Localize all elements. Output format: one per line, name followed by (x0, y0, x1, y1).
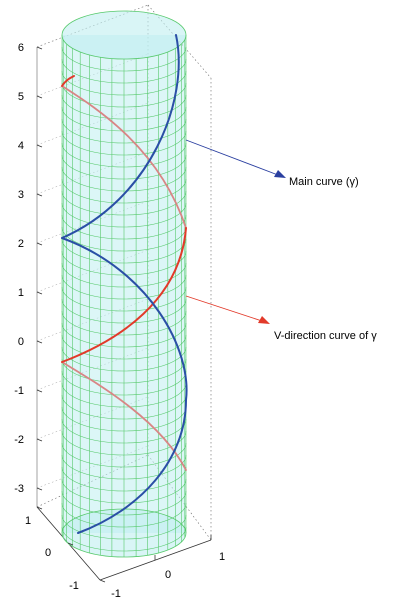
z-tick (36, 389, 43, 393)
main-curve-arrow-line (185, 139, 279, 176)
v-curve-arrowhead (258, 316, 270, 324)
z-tick-label: 4 (18, 140, 24, 152)
z-tick-label: 6 (18, 42, 24, 54)
z-tick (36, 242, 43, 246)
z-tick-label: 2 (18, 238, 24, 250)
v-direction-curve-back-lower (61, 361, 187, 471)
v-direction-curve-back-upper (61, 85, 187, 229)
cylinder-surface (61, 10, 187, 558)
x-tick-label: 1 (25, 515, 31, 527)
v-direction-curve-front (61, 227, 187, 363)
z-tick-label: 1 (18, 287, 24, 299)
x-tick-label: 0 (45, 547, 51, 559)
main-curve-arrowhead (274, 170, 286, 178)
v-direction-curve-label: V-direction curve of γ (274, 330, 377, 342)
z-tick (36, 144, 43, 148)
xy-axis-ticks (36, 506, 212, 583)
z-tick (36, 340, 43, 344)
x-tick (36, 506, 43, 510)
z-tick-label: -3 (14, 483, 24, 495)
x-tick (67, 542, 74, 546)
y-tick-label: 0 (165, 569, 171, 581)
z-axis-labels: 6 5 4 3 2 1 0 -1 -2 -3 (14, 42, 24, 495)
z-tick (36, 46, 43, 50)
y-axis-line (99, 539, 212, 581)
x-axis-labels: 1 0 -1 (25, 515, 79, 592)
y-axis-labels: -1 0 1 (111, 551, 225, 600)
z-tick (36, 487, 43, 491)
z-tick-label: -2 (14, 434, 24, 446)
annotation-arrows (185, 139, 286, 324)
curves (61, 34, 188, 534)
y-tick-label: 1 (219, 551, 225, 563)
z-tick (36, 291, 43, 295)
z-tick (36, 193, 43, 197)
z-tick-label: 0 (18, 336, 24, 348)
x-tick (99, 579, 106, 583)
cylinder-grid (61, 35, 187, 557)
main-curve-lower (77, 399, 187, 534)
main-curve-upper (61, 34, 180, 239)
z-tick-label: 5 (18, 91, 24, 103)
z-tick-label: -1 (14, 385, 24, 397)
x-tick-label: -1 (69, 580, 79, 592)
z-tick-label: 3 (18, 189, 24, 201)
main-curve-label: Main curve (γ) (289, 176, 359, 188)
z-tick (36, 438, 43, 442)
v-curve-arrow-line (185, 295, 263, 322)
z-axis-ticks (36, 46, 43, 491)
z-tick (36, 95, 43, 99)
y-tick-label: -1 (111, 588, 121, 600)
cylinder-top-cap (61, 10, 187, 60)
v-direction-curve-top (61, 75, 75, 87)
main-curve-middle (61, 237, 188, 401)
